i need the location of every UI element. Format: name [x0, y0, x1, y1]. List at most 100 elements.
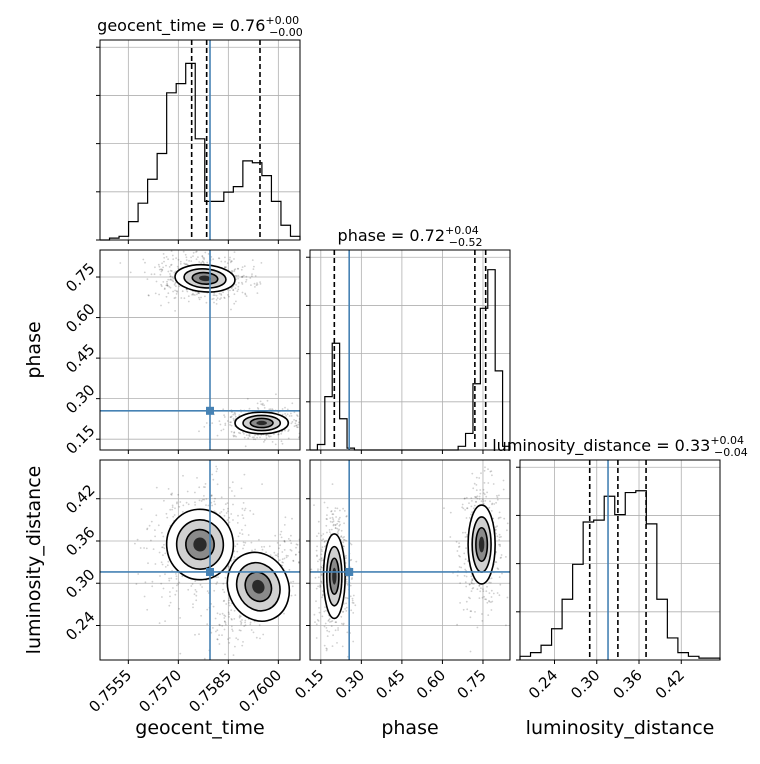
scatter-point	[245, 275, 248, 278]
scatter-point	[175, 290, 178, 292]
scatter-point	[177, 583, 180, 585]
x-tick-label: 0.45	[372, 666, 408, 702]
scatter-point	[237, 274, 240, 277]
scatter-point	[243, 436, 246, 439]
scatter-point	[182, 511, 184, 513]
scatter-point	[490, 601, 492, 604]
scatter-point	[143, 271, 146, 274]
scatter-point	[228, 486, 231, 489]
scatter-point	[256, 283, 259, 286]
scatter-point	[220, 429, 223, 432]
scatter-point	[165, 264, 167, 267]
scatter-point	[269, 554, 272, 556]
scatter-point	[207, 504, 210, 507]
scatter-point	[469, 650, 472, 653]
scatter-point	[345, 557, 347, 559]
scatter-point	[283, 557, 286, 560]
scatter-point	[211, 473, 214, 476]
scatter-point	[351, 599, 354, 602]
scatter-point	[252, 631, 255, 634]
scatter-point	[321, 596, 323, 599]
scatter-point	[319, 586, 321, 588]
scatter-point	[202, 486, 205, 488]
scatter-point	[464, 581, 467, 584]
x-tick-label: 0.7585	[185, 666, 235, 716]
scatter-point	[342, 622, 345, 625]
panel-background	[520, 460, 720, 660]
scatter-point	[170, 577, 173, 580]
scatter-point	[238, 414, 241, 416]
scatter-point	[484, 466, 486, 469]
scatter-point	[216, 638, 219, 641]
scatter-point	[227, 507, 229, 510]
scatter-point	[223, 628, 226, 631]
title-upper-error: +0.00	[265, 14, 299, 27]
scatter-point	[483, 482, 486, 484]
scatter-point	[496, 496, 499, 499]
scatter-point	[284, 516, 287, 519]
scatter-point	[234, 545, 237, 548]
scatter-point	[466, 507, 468, 510]
scatter-point	[205, 301, 208, 304]
scatter-point	[175, 573, 177, 575]
scatter-point	[173, 514, 176, 516]
scatter-point	[175, 590, 178, 592]
scatter-point	[337, 627, 339, 629]
scatter-point	[226, 502, 229, 504]
scatter-point	[215, 465, 218, 468]
scatter-point	[231, 481, 234, 484]
scatter-point	[498, 536, 501, 539]
scatter-point	[233, 559, 235, 561]
scatter-point	[176, 584, 178, 587]
scatter-point	[236, 550, 239, 553]
scatter-point	[316, 535, 318, 537]
scatter-point	[160, 268, 163, 271]
scatter-point	[250, 629, 253, 631]
scatter-point	[472, 487, 475, 490]
scatter-point	[200, 261, 203, 264]
scatter-point	[216, 638, 219, 641]
scatter-point	[234, 645, 236, 648]
scatter-point	[469, 583, 471, 586]
scatter-point	[331, 483, 334, 485]
scatter-point	[244, 507, 247, 510]
scatter-point	[192, 293, 194, 295]
scatter-point	[487, 468, 489, 471]
y-tick-label: 0.36	[62, 523, 98, 559]
scatter-point	[324, 606, 326, 608]
scatter-point	[177, 258, 180, 261]
scatter-point	[234, 415, 237, 418]
scatter-point	[160, 304, 162, 307]
scatter-point	[235, 637, 238, 639]
scatter-point	[150, 520, 153, 523]
scatter-point	[244, 524, 247, 527]
scatter-point	[466, 535, 468, 538]
scatter-point	[284, 413, 286, 415]
scatter-point	[342, 507, 344, 510]
scatter-point	[294, 554, 297, 556]
scatter-point	[242, 274, 245, 277]
scatter-point	[190, 585, 193, 587]
scatter-point	[500, 535, 502, 538]
scatter-point	[321, 593, 324, 596]
scatter-point	[482, 492, 485, 494]
scatter-point	[203, 257, 206, 260]
scatter-point	[463, 552, 466, 555]
scatter-point	[186, 263, 188, 265]
scatter-point	[238, 615, 241, 618]
scatter-point	[496, 525, 498, 528]
scatter-point	[164, 566, 167, 568]
scatter-point	[345, 610, 348, 612]
scatter-point	[187, 300, 190, 303]
scatter-point	[281, 564, 284, 567]
scatter-point	[172, 515, 175, 518]
scatter-point	[212, 258, 215, 261]
scatter-point	[322, 538, 325, 541]
y-tick-label: 0.75	[62, 259, 98, 295]
scatter-point	[265, 551, 267, 554]
scatter-point	[160, 283, 163, 286]
scatter-point	[240, 487, 243, 490]
scatter-point	[449, 536, 452, 538]
x-axis-label: geocent_time	[135, 717, 264, 739]
scatter-point	[202, 261, 205, 263]
